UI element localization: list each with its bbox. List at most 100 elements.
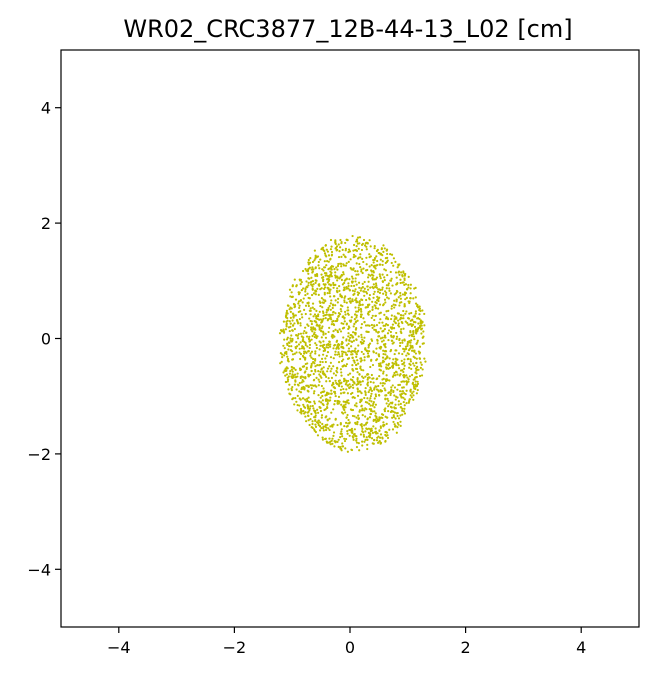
scatter-point [308,335,311,338]
scatter-point [412,355,415,358]
scatter-point [373,406,376,409]
scatter-point [353,322,356,326]
scatter-point [401,339,404,342]
scatter-point [312,283,315,286]
scatter-point [402,370,405,374]
scatter-point [382,377,385,380]
scatter-point [412,333,415,336]
scatter-point [385,422,388,425]
scatter-point [360,270,363,273]
scatter-point [395,337,398,341]
scatter-point [323,347,326,351]
scatter-point [337,345,340,349]
scatter-point [344,400,347,404]
scatter-point [361,282,364,285]
scatter-point [312,372,315,376]
scatter-point [330,250,334,254]
scatter-point [340,273,343,277]
scatter-point [396,266,399,269]
scatter-point [345,344,348,347]
scatter-point [383,298,387,301]
scatter-point [308,423,311,427]
scatter-point [374,418,377,421]
scatter-point [359,390,362,393]
scatter-point [348,372,352,375]
scatter-point [356,378,359,381]
scatter-point [379,426,382,429]
scatter-point [309,401,312,404]
scatter-point [398,338,401,342]
scatter-point [335,369,338,373]
scatter-point [356,359,359,362]
scatter-point [408,375,411,378]
scatter-point [352,438,355,441]
scatter-point [297,300,300,303]
scatter-point [302,356,305,359]
scatter-point [408,334,411,337]
scatter-point [324,360,327,364]
scatter-point [306,397,309,400]
scatter-point [381,260,384,263]
x-tick-label: −4 [107,638,131,657]
scatter-point [351,383,354,387]
scatter-point [347,402,350,405]
scatter-point [353,313,357,316]
scatter-point [349,320,352,323]
scatter-point [385,310,388,313]
scatter-point [320,414,324,417]
scatter-point [307,261,310,264]
scatter-point [307,410,310,414]
scatter-point [314,358,317,361]
scatter-point [295,341,298,344]
scatter-point [284,374,287,377]
scatter-point [396,373,399,376]
scatter-point [344,241,347,245]
scatter-point [386,296,389,299]
scatter-point [353,396,356,399]
scatter-point [328,278,331,281]
scatter-point [285,309,289,312]
scatter-point [411,381,415,384]
scatter-point [363,294,366,297]
scatter-point [307,390,310,393]
scatter-point [317,260,320,264]
scatter-point [289,369,292,373]
scatter-point [295,351,298,354]
scatter-point [310,369,313,373]
scatter-point [325,415,328,418]
scatter-point [351,414,355,418]
scatter-point [309,418,312,421]
scatter-point [345,381,348,384]
scatter-point [361,430,364,433]
scatter-point [342,271,345,274]
scatter-point [326,250,329,253]
scatter-point [383,268,386,271]
scatter-point [404,272,407,276]
scatter-point [409,360,412,363]
scatter-point [321,438,325,441]
scatter-point [343,439,347,443]
scatter-point [317,313,320,316]
scatter-point [343,286,346,289]
scatter-point [340,310,343,313]
scatter-point [336,399,339,403]
scatter-point [318,324,321,327]
scatter-point [284,369,287,372]
scatter-point [344,383,347,386]
scatter-point [388,287,391,290]
scatter-point [310,412,313,416]
scatter-point [392,257,396,260]
scatter-point [412,331,415,334]
scatter-point [374,267,377,270]
scatter-point [291,358,294,361]
scatter-point [392,327,396,330]
scatter-point [400,271,403,274]
scatter-point [316,287,319,290]
scatter-point [379,441,383,444]
scatter-point [321,325,324,328]
scatter-point [340,449,343,452]
scatter-point [390,406,393,409]
scatter-point [313,402,316,405]
scatter-point [377,389,380,392]
scatter-point [391,339,394,342]
